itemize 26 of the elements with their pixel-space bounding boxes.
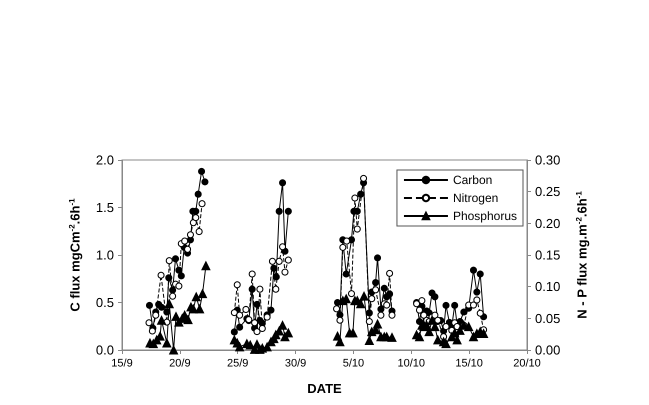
y2-tick-label: 0.10 [535, 279, 560, 294]
y-tick-label: 2.0 [96, 152, 114, 168]
y2-tick-label: 0.20 [535, 216, 560, 231]
x-tick-label: 10/10 [398, 358, 426, 370]
y-tick-label: 1.5 [96, 200, 114, 215]
y-tick-label: 1.0 [96, 248, 114, 262]
x-tick-label: 25/9 [227, 358, 248, 370]
legend-label: Nitrogen [452, 191, 498, 205]
y-tick-label: 0.5 [96, 295, 114, 310]
y2-tick-label: 0.00 [535, 342, 560, 358]
legend-label: Phosphorus [452, 209, 518, 223]
y-tick-label: 0.0 [96, 342, 114, 358]
x-tick-label: 15/10 [455, 358, 483, 370]
x-axis-title: DATE [307, 381, 342, 396]
y-axis-title: C flux mgCm-2.6h-1 [68, 198, 82, 312]
y2-axis-title: N - P flux mg.m-2.6h-1 [574, 190, 590, 319]
legend-label: Carbon [452, 173, 492, 187]
y2-tick-label: 0.30 [535, 152, 560, 168]
x-tick-label: 20/9 [169, 358, 191, 370]
y2-tick-label: 0.05 [535, 310, 560, 326]
x-tick-label: 5/10 [342, 358, 364, 370]
y2-tick-label: 0.15 [535, 248, 560, 262]
x-tick-label: 15/9 [111, 358, 133, 370]
x-tick-label: 30/9 [284, 358, 306, 370]
x-tick-label: 20/10 [513, 358, 541, 370]
y2-tick-label: 0.25 [535, 184, 560, 200]
